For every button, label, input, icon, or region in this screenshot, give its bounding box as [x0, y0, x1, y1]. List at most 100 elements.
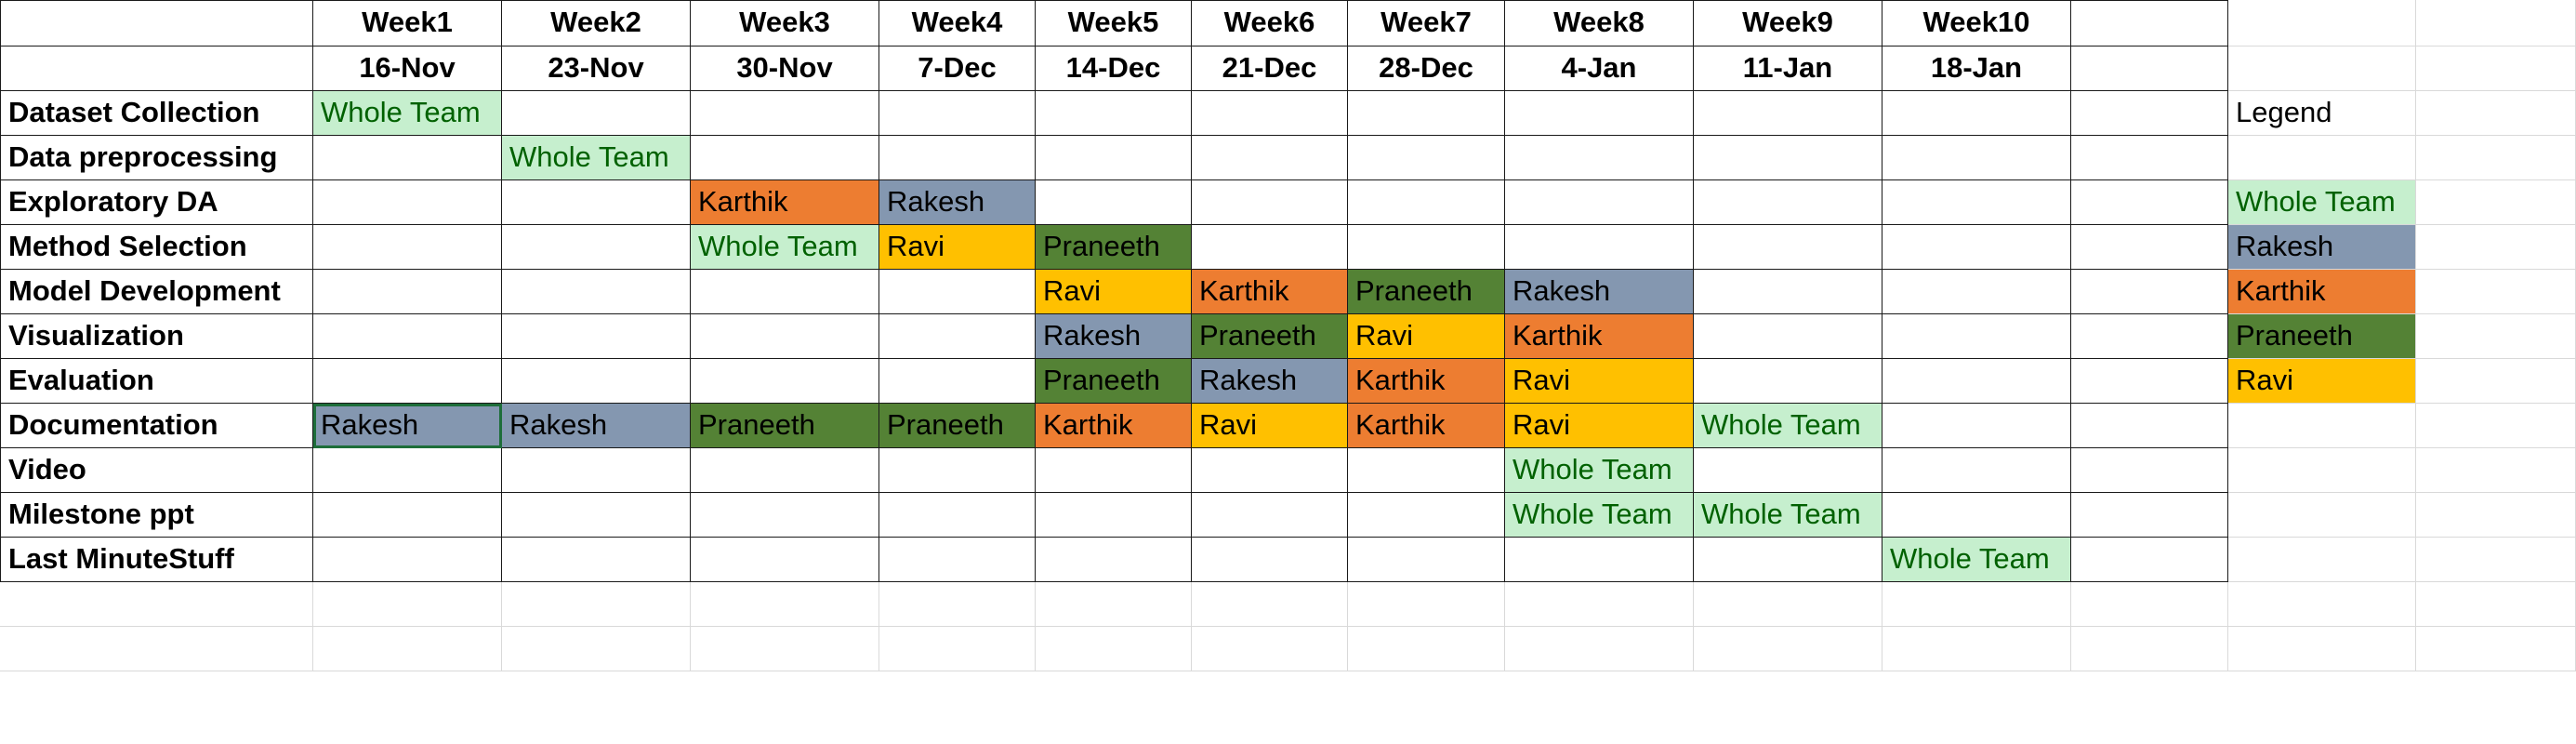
cell-r3-c14[interactable]: [2416, 91, 2576, 136]
task-cell-7-week6[interactable]: Rakesh: [1192, 359, 1348, 404]
task-cell-9-week7[interactable]: [1348, 448, 1505, 493]
legend-item-5[interactable]: Ravi: [2228, 359, 2416, 404]
cell-r15-c14[interactable]: [2416, 627, 2576, 671]
task-cell-11-week2[interactable]: [502, 538, 691, 582]
cell-r8-c12[interactable]: [2071, 314, 2228, 359]
task-cell-6-week5[interactable]: Rakesh: [1036, 314, 1192, 359]
cell-r4-c12[interactable]: [2071, 136, 2228, 180]
task-cell-8-week7[interactable]: Karthik: [1348, 404, 1505, 448]
cell-r14-c9[interactable]: [1505, 582, 1694, 627]
task-cell-1-week8[interactable]: [1505, 91, 1694, 136]
cell-r15-c11[interactable]: [1882, 627, 2071, 671]
cell-r10-c14[interactable]: [2416, 404, 2576, 448]
week-header-10[interactable]: Week10: [1882, 0, 2071, 46]
cell-r12-c13[interactable]: [2228, 493, 2416, 538]
task-cell-1-week5[interactable]: [1036, 91, 1192, 136]
week-header-3[interactable]: Week3: [691, 0, 879, 46]
week-header-8[interactable]: Week8: [1505, 0, 1694, 46]
cell-r1-c13[interactable]: [2228, 0, 2416, 46]
cell-r2-c12[interactable]: [2071, 46, 2228, 91]
task-cell-1-week9[interactable]: [1694, 91, 1882, 136]
task-cell-7-week1[interactable]: [313, 359, 502, 404]
task-name-2[interactable]: Data preprocessing: [0, 136, 313, 180]
task-cell-9-week1[interactable]: [313, 448, 502, 493]
task-cell-10-week7[interactable]: [1348, 493, 1505, 538]
task-cell-4-week10[interactable]: [1882, 225, 2071, 270]
cell-r14-c1[interactable]: [0, 582, 313, 627]
task-cell-9-week3[interactable]: [691, 448, 879, 493]
cell-r11-c13[interactable]: [2228, 448, 2416, 493]
task-cell-8-week1[interactable]: Rakesh: [313, 404, 502, 448]
task-cell-11-week5[interactable]: [1036, 538, 1192, 582]
task-cell-5-week2[interactable]: [502, 270, 691, 314]
task-cell-6-week9[interactable]: [1694, 314, 1882, 359]
legend-item-1[interactable]: Whole Team: [2228, 180, 2416, 225]
cell-r9-c14[interactable]: [2416, 359, 2576, 404]
task-cell-6-week2[interactable]: [502, 314, 691, 359]
task-cell-3-week2[interactable]: [502, 180, 691, 225]
task-cell-2-week10[interactable]: [1882, 136, 2071, 180]
task-cell-4-week3[interactable]: Whole Team: [691, 225, 879, 270]
task-cell-9-week5[interactable]: [1036, 448, 1192, 493]
cell-r14-c14[interactable]: [2416, 582, 2576, 627]
task-cell-6-week3[interactable]: [691, 314, 879, 359]
cell-r14-c11[interactable]: [1882, 582, 2071, 627]
date-header-5[interactable]: 14-Dec: [1036, 46, 1192, 91]
task-cell-5-week4[interactable]: [879, 270, 1036, 314]
task-cell-5-week7[interactable]: Praneeth: [1348, 270, 1505, 314]
task-cell-10-week5[interactable]: [1036, 493, 1192, 538]
cell-r15-c10[interactable]: [1694, 627, 1882, 671]
date-header-9[interactable]: 11-Jan: [1694, 46, 1882, 91]
task-name-9[interactable]: Video: [0, 448, 313, 493]
task-cell-4-week9[interactable]: [1694, 225, 1882, 270]
cell-r15-c4[interactable]: [691, 627, 879, 671]
legend-item-2[interactable]: Rakesh: [2228, 225, 2416, 270]
task-cell-4-week1[interactable]: [313, 225, 502, 270]
task-cell-2-week7[interactable]: [1348, 136, 1505, 180]
week-header-2[interactable]: Week2: [502, 0, 691, 46]
cell-r13-c12[interactable]: [2071, 538, 2228, 582]
date-header-7[interactable]: 28-Dec: [1348, 46, 1505, 91]
legend-item-4[interactable]: Praneeth: [2228, 314, 2416, 359]
cell-r2-c13[interactable]: [2228, 46, 2416, 91]
cell-r11-c14[interactable]: [2416, 448, 2576, 493]
cell-r15-c1[interactable]: [0, 627, 313, 671]
cell-r15-c13[interactable]: [2228, 627, 2416, 671]
cell-r5-c12[interactable]: [2071, 180, 2228, 225]
task-cell-7-week3[interactable]: [691, 359, 879, 404]
date-header-10[interactable]: 18-Jan: [1882, 46, 2071, 91]
task-cell-2-week9[interactable]: [1694, 136, 1882, 180]
cell-r5-c14[interactable]: [2416, 180, 2576, 225]
task-cell-8-week9[interactable]: Whole Team: [1694, 404, 1882, 448]
task-cell-3-week1[interactable]: [313, 180, 502, 225]
cell-r14-c5[interactable]: [879, 582, 1036, 627]
cell-r15-c5[interactable]: [879, 627, 1036, 671]
task-cell-7-week9[interactable]: [1694, 359, 1882, 404]
task-cell-9-week4[interactable]: [879, 448, 1036, 493]
task-cell-5-week3[interactable]: [691, 270, 879, 314]
task-cell-11-week9[interactable]: [1694, 538, 1882, 582]
cell-r15-c9[interactable]: [1505, 627, 1694, 671]
cell-r11-c12[interactable]: [2071, 448, 2228, 493]
task-cell-11-week7[interactable]: [1348, 538, 1505, 582]
task-cell-11-week3[interactable]: [691, 538, 879, 582]
cell-r14-c3[interactable]: [502, 582, 691, 627]
task-cell-2-week2[interactable]: Whole Team: [502, 136, 691, 180]
week-header-5[interactable]: Week5: [1036, 0, 1192, 46]
task-name-7[interactable]: Evaluation: [0, 359, 313, 404]
task-cell-1-week10[interactable]: [1882, 91, 2071, 136]
task-cell-4-week5[interactable]: Praneeth: [1036, 225, 1192, 270]
task-cell-6-week4[interactable]: [879, 314, 1036, 359]
task-cell-7-week2[interactable]: [502, 359, 691, 404]
task-cell-6-week1[interactable]: [313, 314, 502, 359]
task-cell-1-week1[interactable]: Whole Team: [313, 91, 502, 136]
cell-r2-c14[interactable]: [2416, 46, 2576, 91]
task-cell-9-week9[interactable]: [1694, 448, 1882, 493]
week-header-4[interactable]: Week4: [879, 0, 1036, 46]
cell-r14-c8[interactable]: [1348, 582, 1505, 627]
task-cell-7-week4[interactable]: [879, 359, 1036, 404]
cell-r9-c12[interactable]: [2071, 359, 2228, 404]
cell-r13-c13[interactable]: [2228, 538, 2416, 582]
cell-r1-c14[interactable]: [2416, 0, 2576, 46]
task-name-10[interactable]: Milestone ppt: [0, 493, 313, 538]
